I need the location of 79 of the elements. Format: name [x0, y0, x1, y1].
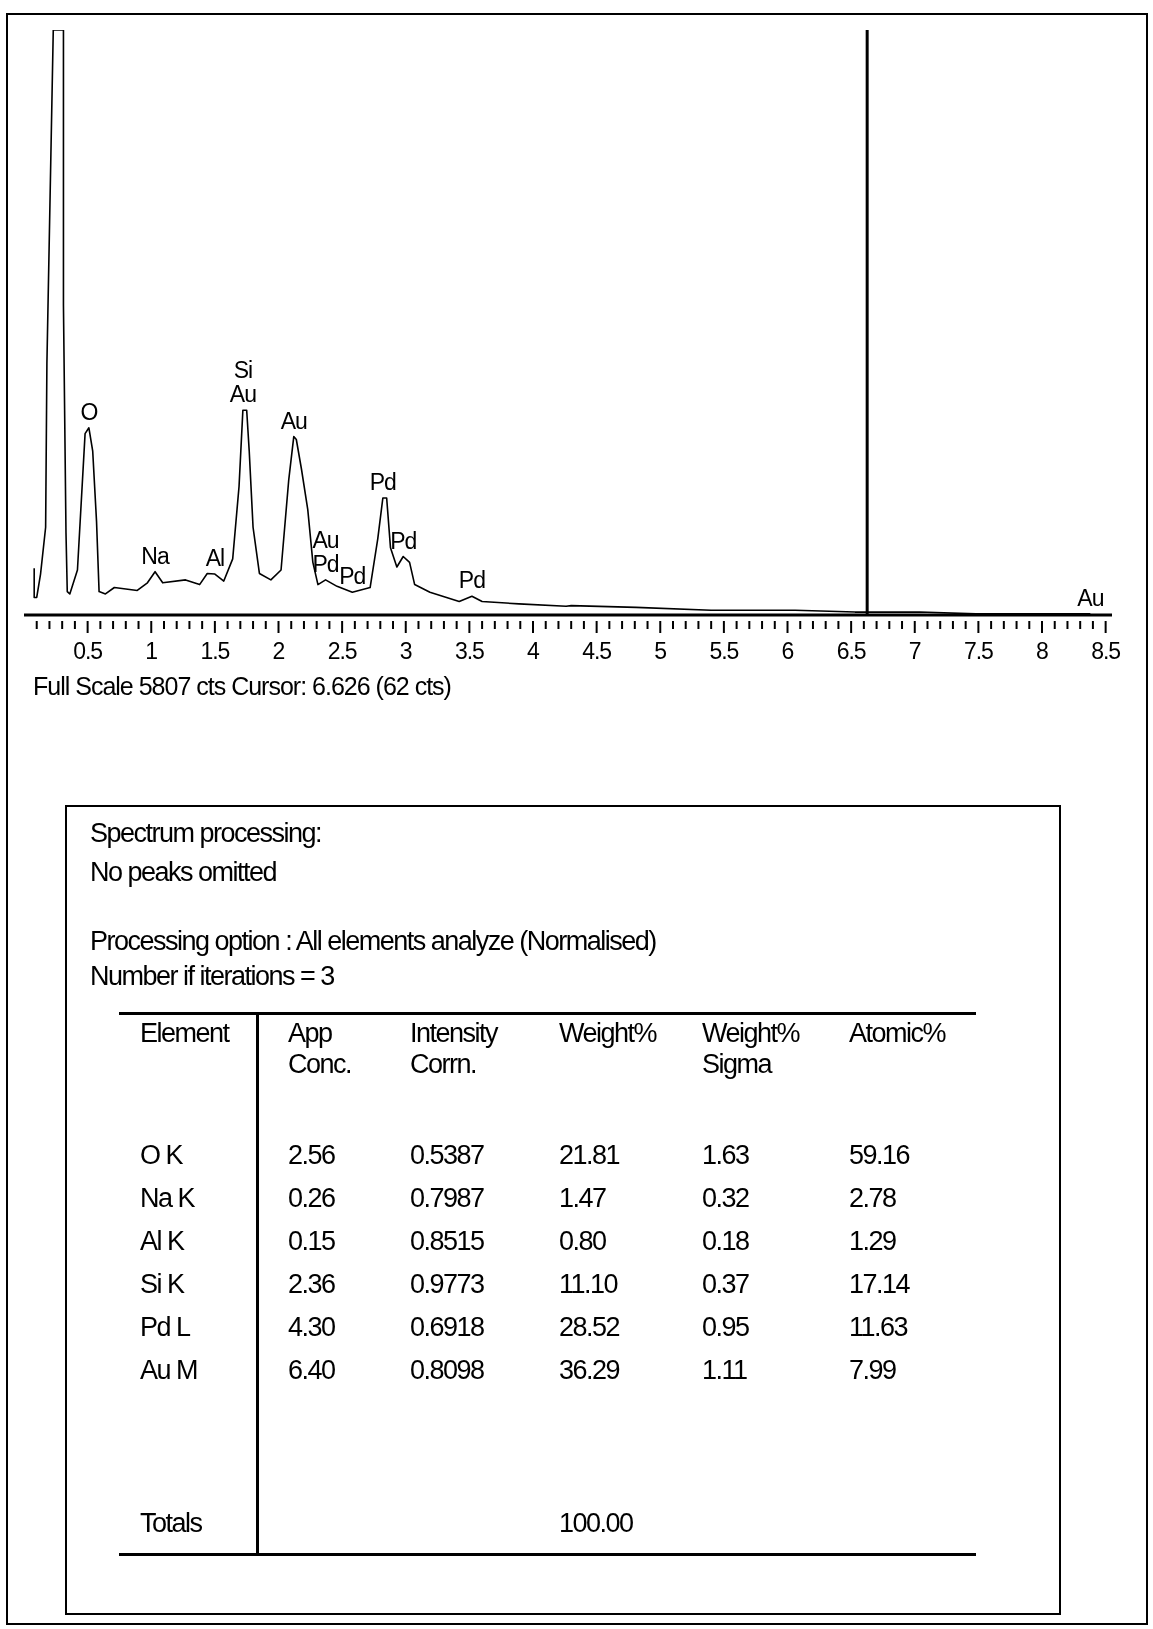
- text: Processing option : All elements analyze (Normalised): [90, 926, 656, 957]
- x-tick-label: 1: [145, 638, 158, 664]
- text: 0.26: [288, 1183, 335, 1214]
- text: 2.56: [288, 1140, 335, 1171]
- annotation: Au: [280, 407, 308, 434]
- annotation: O: [80, 398, 98, 425]
- text: 0.7987: [410, 1183, 484, 1214]
- annotation: Au: [312, 526, 339, 553]
- text: 6.40: [288, 1355, 335, 1386]
- text: No peaks omitted: [90, 857, 277, 888]
- annotation: Pd: [390, 527, 417, 554]
- x-tick-label: 2: [272, 638, 285, 664]
- annotation: Au: [229, 381, 257, 408]
- x-tick-label: 3: [399, 638, 412, 664]
- text: Element: [140, 1018, 229, 1049]
- text: Weight%: [559, 1018, 657, 1049]
- text: App Conc.: [288, 1018, 352, 1080]
- x-tick-label: 2.5: [327, 638, 357, 664]
- x-tick-label: 4: [527, 638, 541, 664]
- text: 11.10: [559, 1269, 618, 1300]
- text: 100.00: [559, 1508, 633, 1539]
- text: O K: [140, 1140, 183, 1171]
- x-tick-label: 7.5: [963, 638, 994, 664]
- text: 1.47: [559, 1183, 606, 1214]
- text: Spectrum processing:: [90, 818, 322, 849]
- text: 0.8515: [410, 1226, 484, 1257]
- text: 0.5387: [410, 1140, 484, 1171]
- annotation: Pd: [312, 550, 339, 577]
- text: 0.95: [702, 1312, 749, 1343]
- annotation: Pd: [339, 563, 366, 590]
- text: 1.29: [849, 1226, 896, 1257]
- text: Na K: [140, 1183, 195, 1214]
- text: Al K: [140, 1226, 184, 1257]
- x-tick-label: 5: [654, 638, 667, 664]
- x-tick-label: 0.5: [73, 638, 103, 664]
- text: 59.16: [849, 1140, 910, 1171]
- text: 0.9773: [410, 1269, 484, 1300]
- x-tick-label: 8: [1036, 638, 1049, 664]
- text: 0.15: [288, 1226, 335, 1257]
- x-tick-label: 8.5: [1091, 638, 1121, 664]
- text: Weight% Sigma: [702, 1018, 800, 1080]
- text: 36.29: [559, 1355, 620, 1386]
- text: Totals: [140, 1508, 202, 1539]
- annotation: Pd: [369, 469, 397, 495]
- annotation: Al: [205, 545, 225, 572]
- text: 0.37: [702, 1269, 749, 1300]
- x-tick-label: 5.5: [709, 638, 739, 664]
- x-tick-label: 7: [908, 638, 921, 664]
- text: 1.63: [702, 1140, 749, 1171]
- x-tick-label: 6.5: [836, 638, 866, 664]
- text: 0.80: [559, 1226, 606, 1257]
- text: 4.30: [288, 1312, 335, 1343]
- x-tick-label: 6: [781, 638, 794, 664]
- text: 2.78: [849, 1183, 896, 1214]
- text: 7.99: [849, 1355, 896, 1386]
- x-tick-label: 1.5: [200, 638, 230, 664]
- text: Full Scale 5807 cts Cursor: 6.626 (62 cts): [33, 672, 451, 701]
- text: 0.32: [702, 1183, 749, 1214]
- text: 17.14: [849, 1269, 910, 1300]
- text: Atomic%: [849, 1018, 946, 1049]
- text: Au M: [140, 1355, 198, 1386]
- annotation: Si: [233, 357, 253, 384]
- text: 2.36: [288, 1269, 335, 1300]
- text: 28.52: [559, 1312, 620, 1343]
- text: Pd L: [140, 1312, 190, 1343]
- text: Number if iterations = 3: [90, 961, 334, 992]
- text: 0.6918: [410, 1312, 484, 1343]
- annotation: Pd: [458, 567, 486, 594]
- text: 0.18: [702, 1226, 749, 1257]
- x-tick-label: 3.5: [454, 638, 485, 664]
- text: 0.8098: [410, 1355, 484, 1386]
- text: 1.11: [702, 1355, 747, 1386]
- x-tick-label: 4.5: [582, 638, 612, 664]
- text: 21.81: [559, 1140, 620, 1171]
- text: Si K: [140, 1269, 184, 1300]
- text: Intensity Corrn.: [410, 1018, 498, 1080]
- annotation: Au: [1077, 584, 1104, 611]
- text: 11.63: [849, 1312, 908, 1343]
- annotation: Na: [141, 542, 170, 569]
